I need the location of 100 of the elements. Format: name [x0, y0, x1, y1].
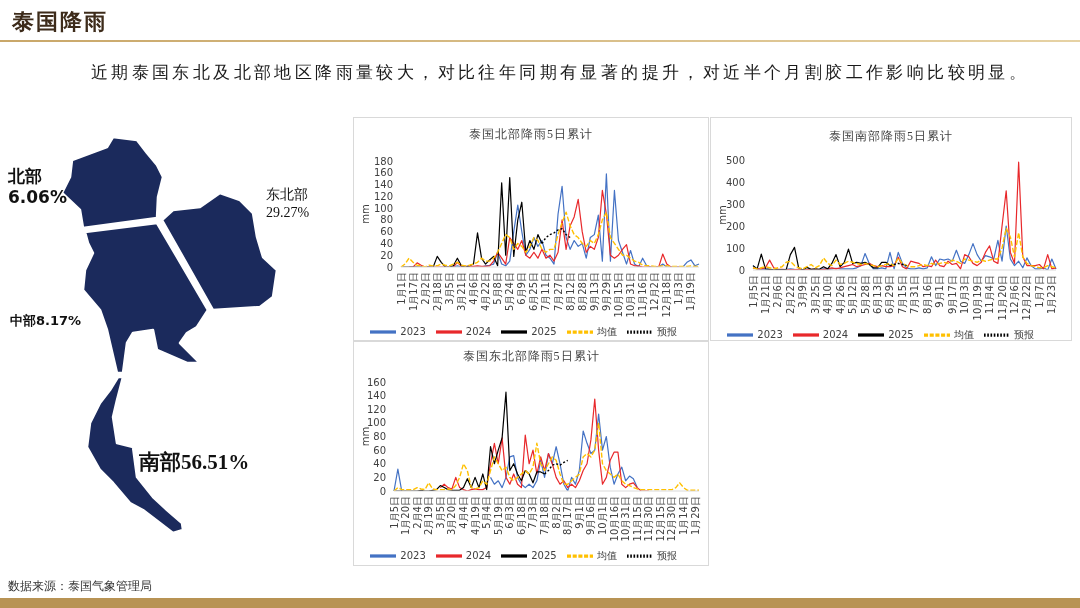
x-tick-label: 5月8日 — [492, 272, 504, 305]
x-tick-label: 4月10日 — [822, 275, 834, 315]
x-tick-label: 3月5日 — [434, 496, 446, 529]
data-label: 8.17% — [36, 313, 82, 328]
x-tick-label: 8月28日 — [576, 272, 588, 312]
text: 泰国降雨 — [12, 8, 108, 36]
x-tick-label: 7月11日 — [540, 272, 552, 312]
x-tick-label: 9月16日 — [585, 496, 597, 536]
source-note: 数据来源：泰国气象管理局 — [8, 578, 152, 595]
x-tick-label: 5月12日 — [847, 275, 859, 315]
x-tick-label: 3月25日 — [809, 275, 821, 315]
y-tick-label: 0 — [738, 264, 745, 276]
x-tick-label: 10月19日 — [971, 275, 983, 321]
category-label: 中部 — [10, 313, 36, 328]
x-tick-label: 6月9日 — [516, 272, 528, 305]
y-tick-label: 0 — [379, 485, 386, 497]
legend-label: 2023 — [400, 550, 426, 561]
legend-label: 2024 — [465, 550, 492, 561]
x-tick-label: 11月4日 — [984, 275, 996, 315]
x-tick-label: 4月26日 — [834, 275, 846, 315]
x-tick-label: 4月6日 — [467, 272, 479, 305]
x-tick-label: 12月15日 — [654, 496, 666, 542]
category-label: 南部 — [139, 450, 181, 474]
x-tick-label: 5月28日 — [859, 275, 871, 315]
x-tick-label: 11月16日 — [637, 272, 649, 318]
x-tick-label: 8月2日 — [550, 496, 562, 529]
x-tick-label: 1月19日 — [685, 272, 697, 312]
y-tick-label: 60 — [380, 226, 393, 238]
y-tick-label: 100 — [366, 417, 386, 429]
x-tick-label: 3月9日 — [797, 275, 809, 308]
y-tick-label: 300 — [725, 198, 745, 210]
x-tick-label: 9月17日 — [946, 275, 958, 315]
legend-label: 预报 — [656, 550, 677, 561]
y-tick-label: 40 — [373, 458, 386, 470]
x-tick-label: 9月29日 — [600, 272, 612, 312]
x-tick-label: 6月13日 — [872, 275, 884, 315]
x-tick-label: 1月20日 — [400, 496, 412, 536]
x-tick-label: 2月18日 — [431, 272, 443, 312]
x-tick-label: 8月12日 — [564, 272, 576, 312]
x-tick-label: 1月5日 — [747, 275, 759, 308]
x-tick-label: 4月19日 — [469, 496, 481, 536]
x-tick-label: 9月13日 — [588, 272, 600, 312]
y-tick-label: 80 — [373, 431, 386, 443]
x-tick-label: 9月1日 — [573, 496, 585, 529]
x-tick-label: 9月1日 — [934, 275, 946, 308]
y-tick-label: 160 — [366, 376, 386, 388]
y-tick-label: 20 — [380, 249, 393, 261]
x-tick-label: 10月31日 — [620, 496, 632, 542]
x-tick-label: 5月24日 — [504, 272, 516, 312]
y-tick-label: 100 — [373, 202, 393, 214]
x-tick-label: 6月3日 — [504, 496, 516, 529]
legend-label: 2025 — [888, 329, 914, 340]
x-tick-label: 3月20日 — [446, 496, 458, 536]
y-axis-title: mm — [359, 426, 371, 447]
x-tick-label: 6月25日 — [528, 272, 540, 312]
x-tick-label: 4月4日 — [457, 496, 469, 529]
chart-title: 泰国北部降雨5日累计 — [468, 126, 594, 143]
legend-label: 2023 — [757, 329, 783, 340]
x-tick-label: 1月17日 — [407, 272, 419, 312]
x-tick-label: 8月16日 — [921, 275, 933, 315]
legend-label: 2024 — [465, 326, 492, 337]
x-tick-label: 2月6日 — [772, 275, 784, 308]
y-tick-label: 60 — [373, 444, 386, 456]
x-tick-label: 10月16日 — [608, 496, 620, 542]
text: 近期泰国东北及北部地区降雨量较大，对比往年同期有显著的提升，对近半个月割胶工作影响比较明显。 — [89, 61, 1031, 84]
x-tick-label: 2月19日 — [423, 496, 435, 536]
category-label: 北部 — [8, 166, 43, 188]
y-tick-label: 140 — [373, 179, 393, 191]
x-tick-label: 7月18日 — [539, 496, 551, 536]
legend-label: 均值 — [953, 329, 974, 340]
x-tick-label: 2月4日 — [411, 496, 423, 529]
x-tick-label: 10月31日 — [625, 272, 637, 318]
y-tick-label: 120 — [366, 403, 386, 415]
y-tick-label: 160 — [373, 167, 393, 179]
data-label: 56.51% — [181, 450, 250, 474]
x-tick-label: 3月5日 — [443, 272, 455, 305]
y-tick-label: 140 — [366, 390, 386, 402]
y-tick-label: 180 — [373, 155, 393, 167]
x-tick-label: 7月31日 — [909, 275, 921, 315]
data-label: 6.06% — [8, 187, 67, 209]
legend-label: 预报 — [656, 326, 677, 337]
y-tick-label: 20 — [373, 471, 386, 483]
x-tick-label: 12月18日 — [661, 272, 673, 318]
x-tick-label: 12月6日 — [1008, 275, 1020, 315]
y-tick-label: 80 — [380, 214, 393, 226]
y-tick-label: 500 — [725, 154, 745, 166]
legend-label: 均值 — [596, 326, 617, 337]
x-tick-label: 4月22日 — [480, 272, 492, 312]
x-tick-label: 6月18日 — [515, 496, 527, 536]
x-tick-label: 12月30日 — [666, 496, 678, 542]
category-label: 东北部 — [266, 186, 309, 204]
x-tick-label: 1月5日 — [388, 496, 400, 529]
x-tick-label: 11月20日 — [996, 275, 1008, 321]
x-tick-label: 7月3日 — [527, 496, 539, 529]
x-tick-label: 2月22日 — [784, 275, 796, 315]
x-tick-label: 1月21日 — [759, 275, 771, 315]
y-tick-label: 0 — [386, 261, 393, 273]
legend-label: 2024 — [822, 329, 849, 340]
x-tick-label: 1月1日 — [395, 272, 407, 305]
x-tick-label: 11月30日 — [643, 496, 655, 542]
